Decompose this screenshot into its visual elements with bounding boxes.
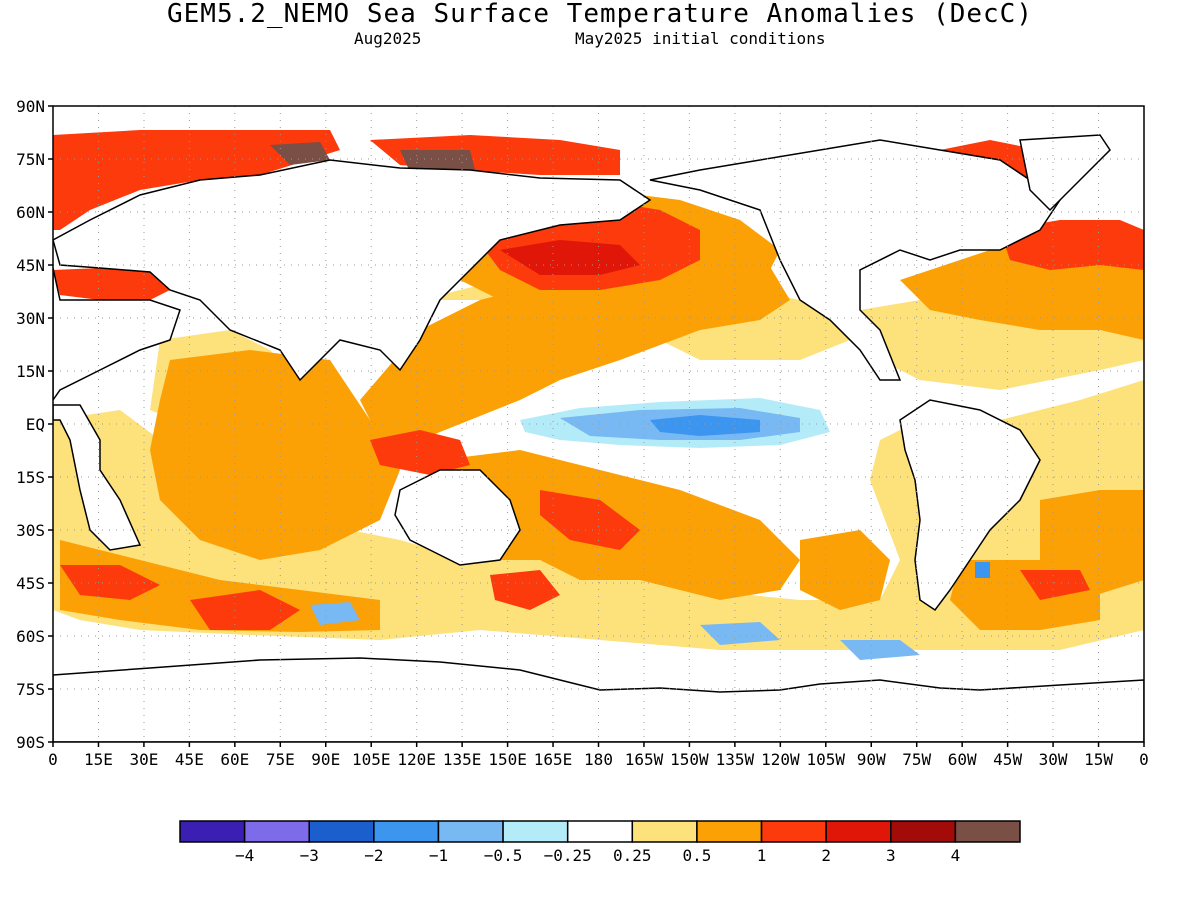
colorbar-label: −4 [235,846,254,865]
north-america-landmass [649,139,1062,381]
lon-label: 90W [857,750,886,769]
colorbar-swatch [825,820,892,843]
lon-label: 0 [48,750,58,769]
colorbar-label: −0.5 [484,846,523,865]
lat-label: 90N [16,97,45,116]
latitude-axis: 90N 75N 60N 45N 30N 15N EQ 15S 30S 45S 60S 75S 90S [16,97,53,752]
cool-southern-ocean-2 [700,622,780,645]
colorbar-label: 3 [886,846,896,865]
antarctica-landmass [53,657,1144,742]
lon-label: 165W [625,750,664,769]
lon-label: 30W [1039,750,1068,769]
colorbar-swatch [954,820,1021,843]
strong-cool-equatorial [650,415,760,436]
strong-warm-mediterranean [53,268,180,300]
colorbar-swatch [373,820,440,843]
strong-warm-indian-south2 [190,590,300,630]
lon-label: 90E [311,750,340,769]
lon-label: 30E [129,750,158,769]
lat-label: 30N [16,309,45,328]
lon-label: 0 [1139,750,1149,769]
australia-landmass [394,469,521,566]
lon-label: 165E [534,750,573,769]
lat-label: 30S [16,521,45,540]
strong-warm-arctic-rim-west [53,130,340,230]
colorbar-label: −2 [364,846,383,865]
moderate-warm-indian [150,350,400,560]
colorbar-label: −3 [300,846,319,865]
lon-label: 75E [266,750,295,769]
colorbar-swatch [760,820,827,843]
lat-label: 75N [16,150,45,169]
colorbar-swatch [696,820,763,843]
colorbar: −4 −3 −2 −1 −0.5 −0.25 0.25 0.5 1 2 3 4 [179,820,1021,865]
colorbar-label: 4 [951,846,961,865]
initial-conditions-label: May2025 initial conditions [575,29,826,48]
moderate-warm-east-pacific-south [800,530,890,610]
colorbar-label: 1 [757,846,767,865]
cool-southern-ocean-1 [310,602,360,625]
cool-falklands [975,562,990,578]
lon-label: 180 [584,750,613,769]
lon-label: 45E [175,750,204,769]
longitude-axis: 0 15E 30E 45E 60E 75E 90E 105E 120E 135E 150E 165E 1… [48,742,1149,769]
greenland-landmass [1019,134,1111,212]
cool-southern-ocean-3 [840,640,920,660]
extreme-warm-arctic-east [400,150,475,172]
lon-label: 15E [84,750,113,769]
lon-label: 75W [902,750,931,769]
colorbar-swatch [437,820,504,843]
lat-label: 90S [16,733,45,752]
colorbar-swatch [631,820,698,843]
moderate-warm-southern-ocean [60,540,380,632]
gridlines [53,106,1144,742]
lon-label: 150E [488,750,527,769]
colorbar-label: 0.5 [682,846,711,865]
eurasia-landmass [53,159,652,382]
lat-label: 60N [16,203,45,222]
strong-warm-south-pacific [540,490,640,550]
lon-label: 150W [670,750,709,769]
lat-label: 45S [16,574,45,593]
colorbar-swatch [890,820,957,843]
map-title: GEM5.2_NEMO Sea Surface Temperature Anom… [167,0,1033,29]
colorbar-swatch [502,820,569,843]
lon-label: 105W [807,750,846,769]
lon-label: 60W [948,750,977,769]
south-america-landmass [899,399,1041,612]
lon-label: 135E [443,750,482,769]
lon-label: 105E [352,750,391,769]
colorbar-label: 0.25 [613,846,652,865]
colorbar-swatch [308,820,375,843]
colorbar-swatch [243,820,310,843]
lat-label: 60S [16,627,45,646]
continents [53,134,1144,742]
lon-label: 60E [220,750,249,769]
strong-warm-maritime-continent [370,430,470,475]
strong-warm-tasman [490,570,560,610]
lat-label: 15S [16,468,45,487]
lon-label: 45W [993,750,1022,769]
lon-label: 135W [716,750,755,769]
lon-label: 120W [761,750,800,769]
lat-label: 75S [16,680,45,699]
lon-label: 15W [1084,750,1113,769]
lat-label: EQ [26,415,45,434]
colorbar-label: 2 [821,846,831,865]
lat-label: 45N [16,256,45,275]
colorbar-swatch [179,820,246,843]
valid-month: Aug2025 [354,29,422,48]
colorbar-swatch [566,820,634,843]
colorbar-label: −1 [429,846,448,865]
lon-label: 120E [397,750,436,769]
strong-warm-south-atlantic [1020,570,1090,600]
colorbar-label: −0.25 [544,846,592,865]
lat-label: 15N [16,362,45,381]
very-strong-warm-kuroshio [500,240,640,275]
africa-landmass [53,267,181,551]
